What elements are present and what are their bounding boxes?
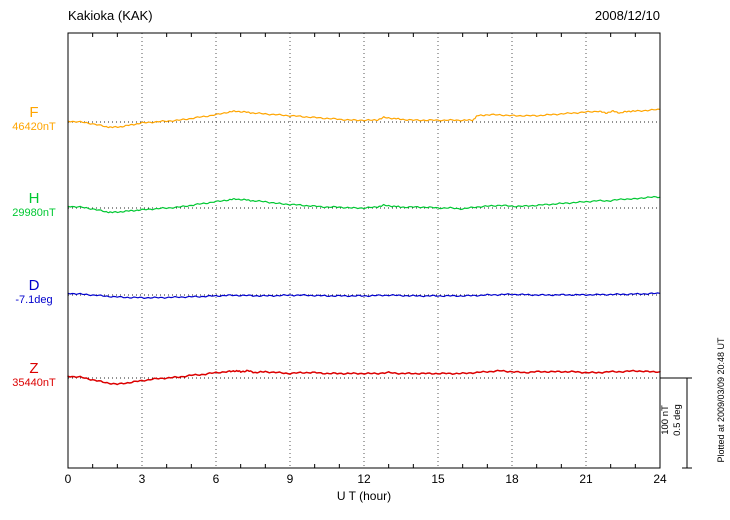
channel-label-D: D -7.1deg <box>4 278 64 307</box>
x-tick-label: 6 <box>213 472 220 486</box>
channel-baseline-value-Z: 35440nT <box>12 377 56 389</box>
trace-D <box>67 292 661 299</box>
channel-baseline-value-H: 29980nT <box>12 207 56 219</box>
trace-Z <box>67 369 661 386</box>
date-label: 2008/12/10 <box>594 8 660 23</box>
channel-label-F: F 46420nT <box>4 105 64 134</box>
channel-letter-H: H <box>28 190 40 207</box>
channel-letter-F: F <box>29 104 39 121</box>
x-tick-label: 0 <box>65 472 72 486</box>
x-tick-label: 18 <box>505 472 519 486</box>
plot-border <box>67 32 661 469</box>
channel-label-H: H 29980nT <box>4 191 64 220</box>
channel-label-Z: Z 35440nT <box>4 361 64 390</box>
x-tick-label: 12 <box>357 472 371 486</box>
scale-bar-nt-label: 100 nT <box>660 405 671 435</box>
scale-bar-deg-label: 0.5 deg <box>672 404 683 436</box>
trace-H <box>67 195 661 214</box>
x-axis-label: U T (hour) <box>336 489 392 503</box>
x-tick-label: 24 <box>653 472 667 486</box>
x-tick-label: 21 <box>579 472 593 486</box>
x-tick-label: 15 <box>431 472 445 486</box>
trace-F <box>67 108 661 129</box>
x-tick-label: 9 <box>287 472 294 486</box>
plotted-at-note: Plotted at 2009/03/09 20:48 UT <box>716 337 726 463</box>
x-tick-label: 3 <box>139 472 146 486</box>
channel-baseline-value-D: -7.1deg <box>15 294 53 306</box>
channel-letter-D: D <box>28 277 40 294</box>
station-title: Kakioka (KAK) <box>68 8 153 23</box>
channel-baseline-value-F: 46420nT <box>12 121 56 133</box>
scale-bar-labels: 100 nT 0.5 deg <box>660 375 684 465</box>
channel-letter-Z: Z <box>29 360 39 377</box>
